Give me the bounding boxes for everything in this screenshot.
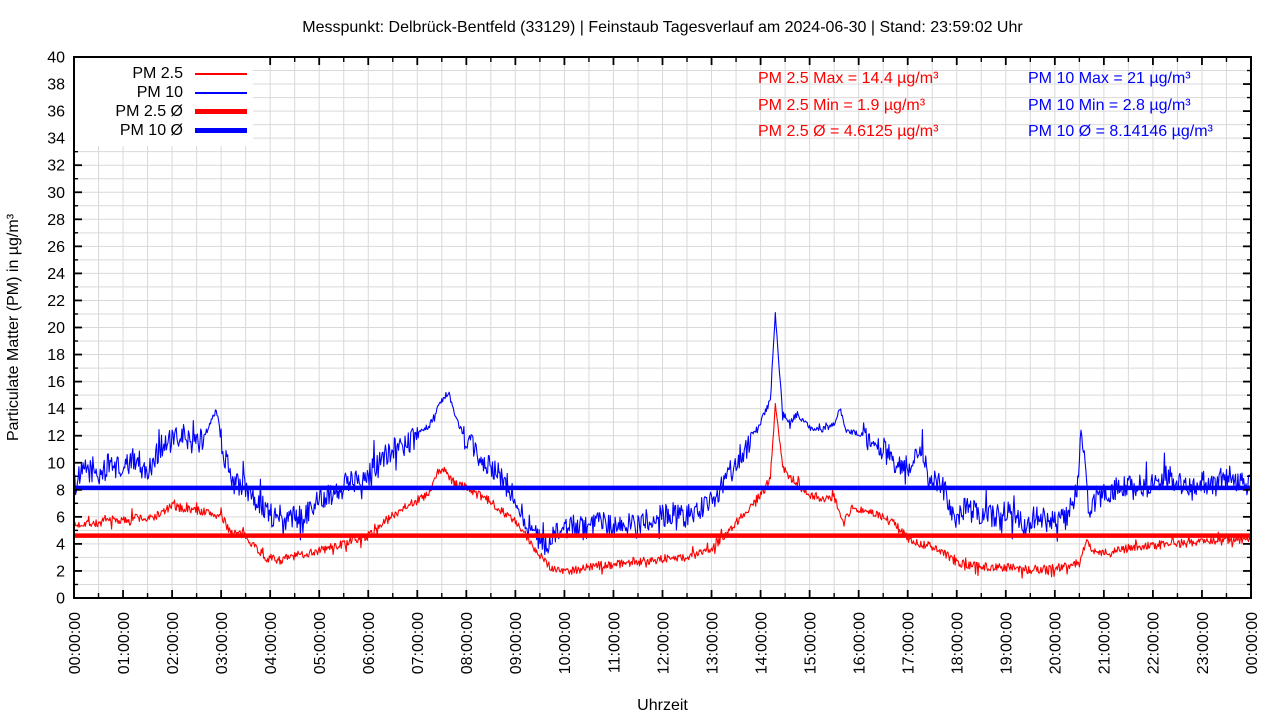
x-tick-label: 22:00:00: [1146, 612, 1163, 674]
y-tick-label: 4: [56, 536, 65, 553]
x-tick-label: 13:00:00: [704, 612, 721, 674]
legend-line-sample-pm10: [195, 91, 247, 94]
x-tick-label: 05:00:00: [312, 612, 329, 674]
x-tick-label: 11:00:00: [606, 612, 623, 673]
x-tick-label: 08:00:00: [459, 612, 476, 674]
x-tick-label: 06:00:00: [361, 612, 378, 674]
pm10-avg-text: PM 10 Ø = 8.14146 µg/m³: [1028, 123, 1213, 140]
legend-label-pm25: PM 2.5: [132, 64, 183, 82]
legend-label-pm10: PM 10: [136, 83, 183, 101]
x-tick-label: 03:00:00: [214, 612, 231, 674]
pm25-min-text: PM 2.5 Min = 1.9 µg/m³: [758, 96, 926, 114]
legend-line-sample-pm25-avg: [195, 109, 247, 114]
y-tick-label: 0: [56, 591, 65, 608]
y-tick-label: 18: [47, 347, 65, 364]
x-tick-label: 01:00:00: [116, 612, 133, 674]
y-tick-label: 14: [47, 401, 65, 418]
x-tick-label: 23:00:00: [1195, 612, 1212, 674]
y-tick-label: 20: [47, 320, 65, 337]
y-tick-label: 6: [56, 509, 65, 526]
legend-label-pm10-avg: PM 10 Ø: [119, 121, 183, 139]
x-tick-label: 16:00:00: [852, 612, 869, 674]
legend-item-pm25-avg: PM 2.5 Ø: [75, 102, 253, 121]
x-tick-label: 14:00:00: [753, 612, 770, 674]
x-tick-label: 20:00:00: [1048, 612, 1065, 674]
pm25-max-text: PM 2.5 Max = 14.4 µg/m³: [758, 70, 939, 87]
y-axis-title: Particulate Matter (PM) in µg/m³: [5, 213, 22, 441]
pm10-stats: PM 10 Max = 21 µg/m³ PM 10 Min = 2.8 µg/…: [1028, 66, 1213, 146]
pm25-avg-text: PM 2.5 Ø = 4.6125 µg/m³: [758, 123, 939, 140]
x-tick-label: 21:00:00: [1097, 612, 1114, 674]
y-tick-label: 30: [47, 185, 65, 202]
y-tick-label: 36: [47, 104, 65, 121]
x-tick-label: 18:00:00: [950, 612, 967, 674]
x-tick-label: 04:00:00: [263, 612, 280, 674]
y-tick-label: 8: [56, 482, 65, 499]
y-tick-label: 12: [47, 428, 65, 445]
plot-border: [73, 56, 1252, 599]
y-tick-label: 28: [47, 212, 65, 229]
pm10-min-text: PM 10 Min = 2.8 µg/m³: [1028, 96, 1191, 114]
y-tick-label: 38: [47, 77, 65, 94]
y-tick-label: 22: [47, 293, 65, 310]
y-tick-label: 26: [47, 239, 65, 256]
legend: PM 2.5 PM 10 PM 2.5 Ø PM 10 Ø: [75, 58, 253, 146]
x-tick-label: 07:00:00: [410, 612, 427, 674]
y-tick-label: 24: [47, 266, 65, 283]
x-tick-label: 09:00:00: [508, 612, 525, 674]
legend-item-pm25: PM 2.5: [75, 64, 253, 83]
pm25-stats: PM 2.5 Max = 14.4 µg/m³ PM 2.5 Min = 1.9…: [758, 66, 938, 146]
legend-item-pm10: PM 10: [75, 83, 253, 102]
x-tick-label: 02:00:00: [165, 612, 182, 674]
x-tick-label: 10:00:00: [557, 612, 574, 674]
series-pm-10: [73, 311, 1252, 556]
legend-label-pm25-avg: PM 2.5 Ø: [115, 102, 183, 120]
y-tick-label: 16: [47, 374, 65, 391]
y-tick-label: 32: [47, 158, 65, 175]
y-tick-label: 34: [47, 131, 65, 148]
x-tick-label: 17:00:00: [901, 612, 918, 674]
x-tick-label: 19:00:00: [999, 612, 1016, 674]
y-tick-label: 40: [47, 50, 65, 67]
x-tick-label: 15:00:00: [802, 612, 819, 674]
legend-line-sample-pm25: [195, 72, 247, 75]
x-tick-label: 00:00:00: [67, 612, 84, 674]
y-tick-label: 10: [47, 455, 65, 472]
y-tick-label: 2: [56, 563, 65, 580]
x-tick-label: 12:00:00: [655, 612, 672, 674]
legend-line-sample-pm10-avg: [195, 128, 247, 133]
series-pm-2-5: [73, 402, 1252, 579]
legend-item-pm10-avg: PM 10 Ø: [75, 121, 253, 140]
pm10-max-text: PM 10 Max = 21 µg/m³: [1028, 70, 1191, 87]
x-axis-title: Uhrzeit: [637, 697, 688, 714]
x-tick-label: 00:00:00: [1244, 612, 1261, 674]
chart-title: Messpunkt: Delbrück-Bentfeld (33129) | F…: [302, 19, 1023, 36]
